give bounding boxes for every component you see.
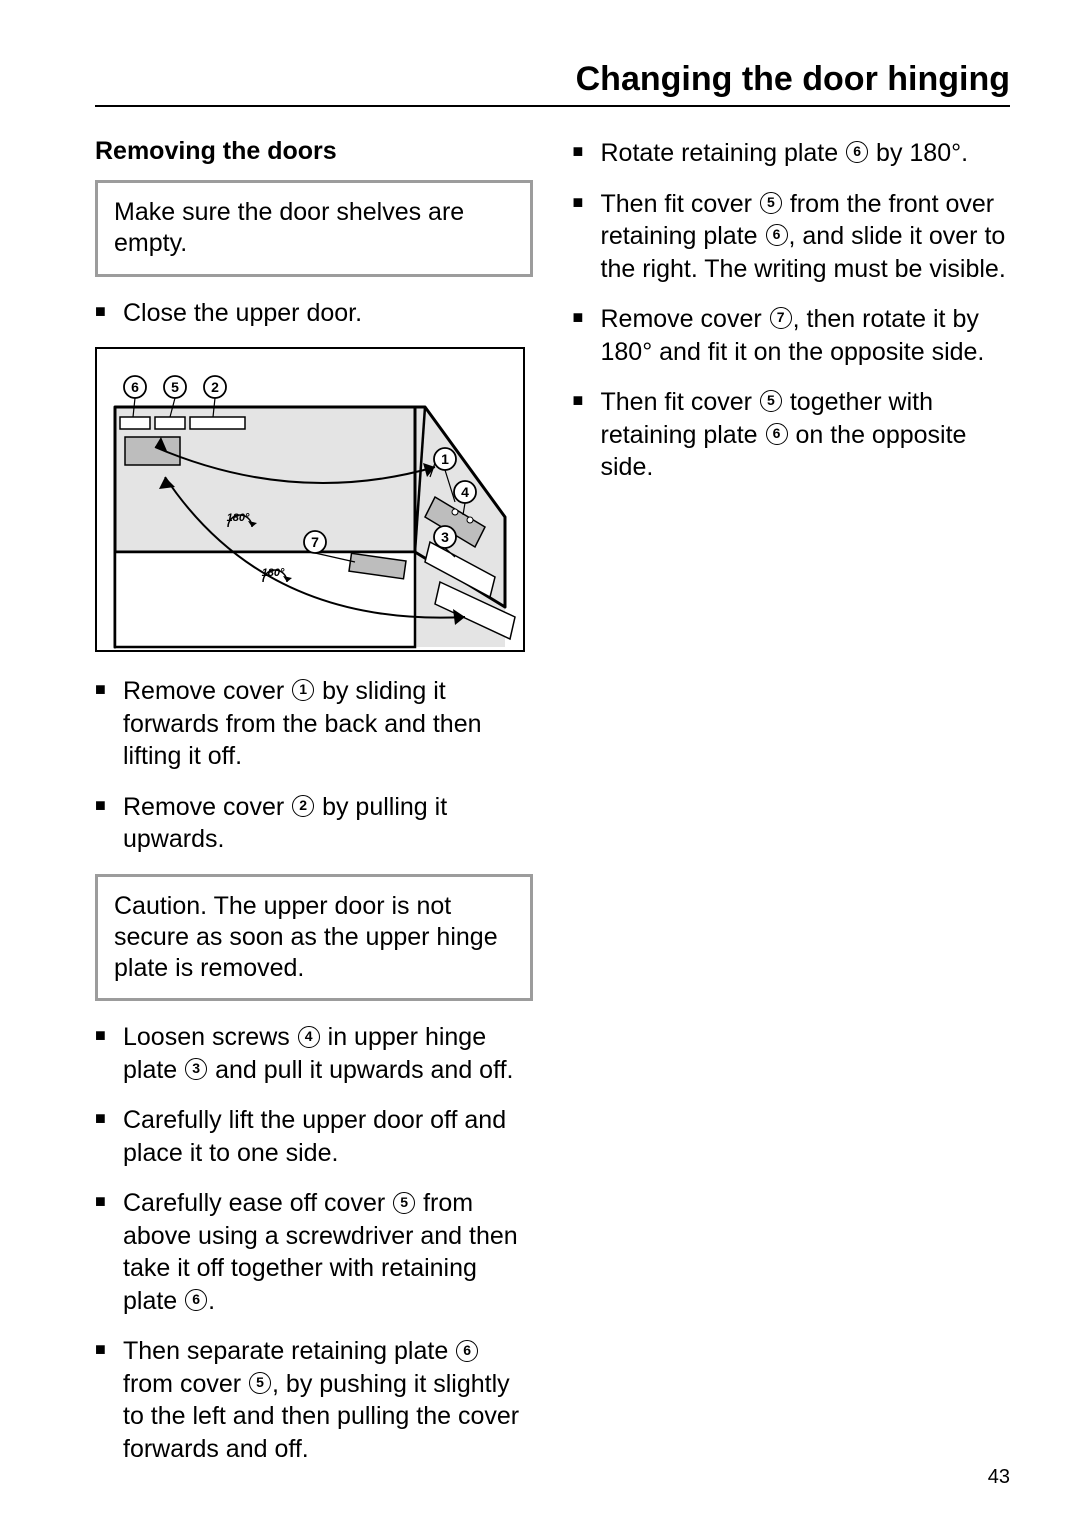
left-column: Removing the doors Make sure the door sh…	[95, 137, 533, 1483]
callout-empty-shelves: Make sure the door shelves are empty.	[95, 180, 533, 277]
step-fit-opposite: Then fit cover 5 together with retaining…	[573, 386, 1011, 484]
ref-4-icon: 4	[298, 1026, 320, 1048]
ref-5-icon: 5	[249, 1372, 271, 1394]
svg-text:7: 7	[311, 534, 319, 550]
text: from cover	[123, 1370, 248, 1398]
subheading-removing: Removing the doors	[95, 137, 533, 166]
svg-text:5: 5	[171, 379, 179, 395]
steps-before-diagram: Close the upper door.	[95, 297, 533, 330]
ref-3-icon: 3	[185, 1058, 207, 1080]
step-separate-plate: Then separate retaining plate 6 from cov…	[95, 1335, 533, 1465]
manual-page: Changing the door hinging Removing the d…	[0, 0, 1080, 1529]
svg-text:1: 1	[441, 451, 449, 467]
svg-text:4: 4	[461, 484, 469, 500]
svg-text:180°: 180°	[262, 567, 285, 579]
ref-6-icon: 6	[185, 1289, 207, 1311]
ref-7-icon: 7	[770, 307, 792, 329]
ref-6-icon: 6	[766, 224, 788, 246]
ref-5-icon: 5	[393, 1192, 415, 1214]
callout-caution: Caution. The upper door is not secure as…	[95, 874, 533, 1002]
svg-text:3: 3	[441, 529, 449, 545]
step-close-door: Close the upper door.	[95, 297, 533, 330]
text: .	[208, 1287, 215, 1315]
page-number: 43	[988, 1466, 1010, 1489]
ref-6-icon: 6	[766, 423, 788, 445]
svg-text:6: 6	[131, 379, 139, 395]
step-ease-cover-5: Carefully ease off cover 5 from above us…	[95, 1187, 533, 1317]
text: by 180°.	[869, 139, 968, 167]
hinge-diagram-svg: 180° 180° 6 5 2 1 4 3 7	[95, 347, 525, 652]
right-steps: Rotate retaining plate 6 by 180°. Then f…	[573, 137, 1011, 484]
text: Then separate retaining plate	[123, 1337, 455, 1365]
text: and pull it upwards and off.	[208, 1056, 513, 1084]
text: Remove cover	[123, 793, 291, 821]
text: Loosen screws	[123, 1023, 297, 1051]
step-remove-cover-1: Remove cover 1 by sliding it forwards fr…	[95, 675, 533, 773]
step-loosen-screws: Loosen screws 4 in upper hinge plate 3 a…	[95, 1021, 533, 1086]
ref-6-icon: 6	[846, 141, 868, 163]
svg-text:180°: 180°	[227, 512, 250, 524]
step-remove-cover-2: Remove cover 2 by pulling it upwards.	[95, 791, 533, 856]
ref-1-icon: 1	[292, 679, 314, 701]
steps-after-diagram-1: Remove cover 1 by sliding it forwards fr…	[95, 675, 533, 856]
svg-text:2: 2	[211, 379, 219, 395]
ref-6-icon: 6	[456, 1340, 478, 1362]
text: Then fit cover	[601, 388, 759, 416]
step-remove-cover-7: Remove cover 7, then rotate it by 180° a…	[573, 303, 1011, 368]
text: Then fit cover	[601, 190, 759, 218]
hinge-diagram: 180° 180° 6 5 2 1 4 3 7	[95, 347, 533, 657]
step-rotate-plate: Rotate retaining plate 6 by 180°.	[573, 137, 1011, 170]
step-fit-cover-5: Then fit cover 5 from the front over ret…	[573, 188, 1011, 286]
page-title: Changing the door hinging	[95, 60, 1010, 107]
ref-2-icon: 2	[292, 795, 314, 817]
ref-5-icon: 5	[760, 390, 782, 412]
text: Rotate retaining plate	[601, 139, 846, 167]
ref-5-icon: 5	[760, 192, 782, 214]
content-columns: Removing the doors Make sure the door sh…	[95, 137, 1010, 1483]
text: Remove cover	[123, 677, 291, 705]
steps-after-diagram-2: Loosen screws 4 in upper hinge plate 3 a…	[95, 1021, 533, 1465]
text: Carefully ease off cover	[123, 1189, 392, 1217]
step-lift-door: Carefully lift the upper door off and pl…	[95, 1104, 533, 1169]
right-column: Rotate retaining plate 6 by 180°. Then f…	[573, 137, 1011, 1483]
text: Remove cover	[601, 305, 769, 333]
